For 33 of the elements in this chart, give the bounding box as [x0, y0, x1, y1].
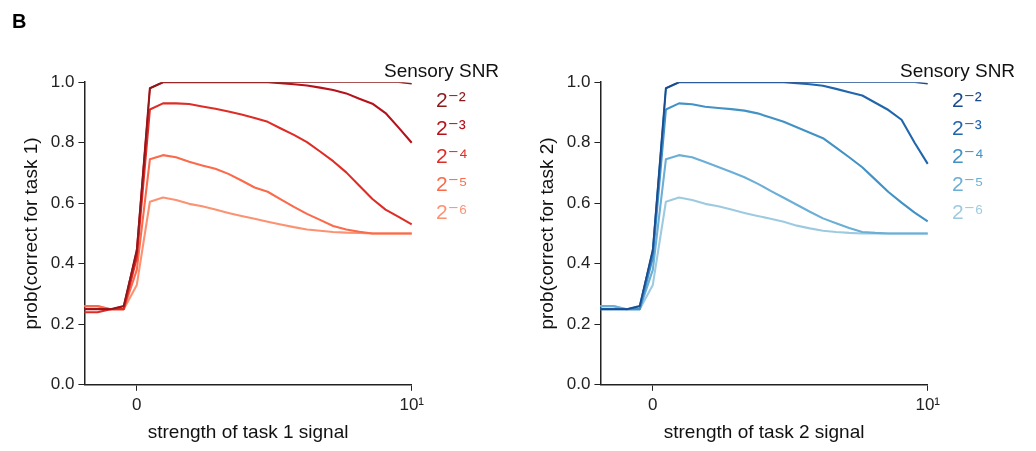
y-tick-label: 0.6	[566, 192, 591, 212]
text: 2⁻⁵	[436, 171, 469, 197]
series-label: 2⁻²	[952, 87, 983, 113]
y-tick-label: 0.8	[566, 132, 591, 152]
legend-title: Sensory SNR	[384, 60, 500, 82]
y-tick-label: 0.2	[566, 313, 591, 333]
y-tick-label: 0.4	[566, 253, 591, 273]
y-tick-label: 0.6	[50, 192, 75, 212]
y-tick-label: 0.8	[50, 132, 75, 152]
series-label: 2⁻³	[952, 115, 983, 141]
y-tick-label: 1.0	[566, 71, 591, 91]
x-tick-label: 0	[132, 394, 142, 414]
text: 2⁻⁵	[952, 171, 985, 197]
x-tick-label: 10¹	[915, 394, 941, 414]
x-axis-title: strength of task 1 signal	[147, 420, 349, 442]
text: B	[12, 10, 27, 33]
series-label: 2⁻⁶	[952, 199, 985, 225]
y-axis-title: prob(correct for task 1)	[19, 137, 41, 330]
x-tick-label: 0	[648, 394, 658, 414]
x-axis-title: strength of task 2 signal	[663, 420, 865, 442]
text: 2⁻⁴	[436, 143, 469, 169]
y-tick-label: 0.2	[50, 313, 75, 333]
y-tick-label: 0.0	[50, 374, 75, 394]
y-tick-label: 0.4	[50, 253, 75, 273]
series-label: 2⁻²	[436, 87, 467, 113]
text: 2⁻⁴	[952, 143, 985, 169]
x-tick-label: 10¹	[399, 394, 425, 414]
y-axis-title: prob(correct for task 2)	[535, 137, 557, 330]
y-tick-label: 0.0	[566, 374, 591, 394]
series-label: 2⁻³	[436, 115, 467, 141]
legend-title: Sensory SNR	[900, 60, 1016, 82]
series-label: 2⁻⁶	[436, 199, 469, 225]
y-tick-label: 1.0	[50, 71, 75, 91]
